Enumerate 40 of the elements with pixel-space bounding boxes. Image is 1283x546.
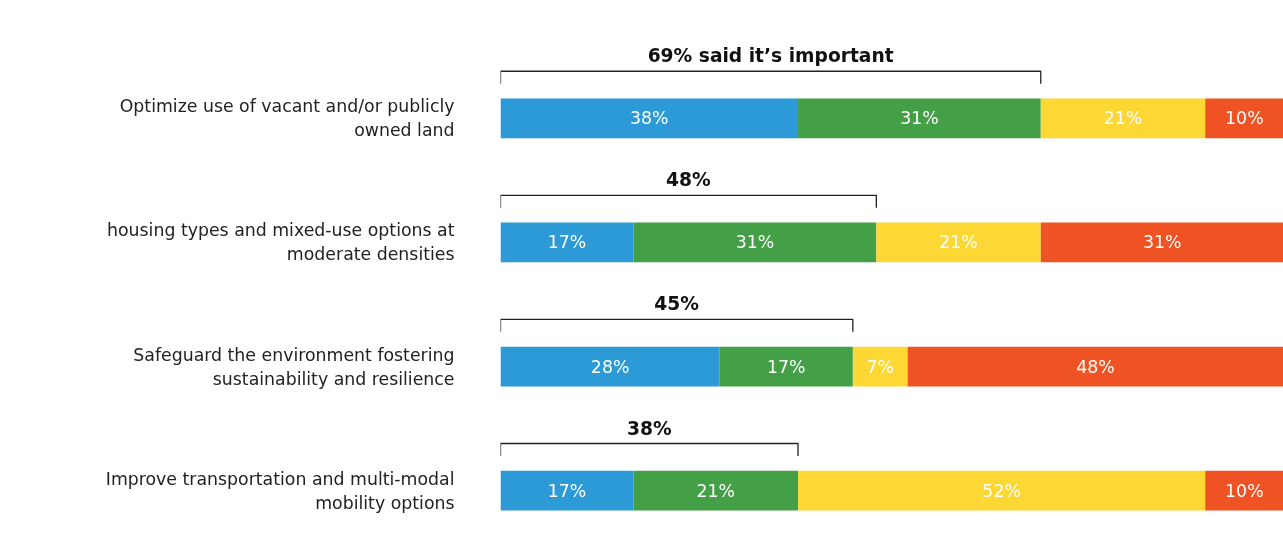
bar	[1205, 470, 1283, 511]
data-label: 48%	[1076, 356, 1115, 377]
bar	[907, 346, 1283, 387]
data-label: 31%	[735, 232, 775, 253]
y-tick-label: housing types and mixed-use options at moderate densities	[107, 220, 455, 265]
data-label: 7%	[866, 356, 895, 377]
y-tick-label: Optimize use of vacant and/or publicly owned land	[119, 96, 455, 141]
data-label: 17%	[547, 480, 587, 501]
bar	[633, 222, 877, 263]
data-label: 17%	[547, 232, 587, 253]
bar	[876, 222, 1041, 263]
bar	[719, 346, 853, 387]
annotation: 45%	[654, 293, 700, 315]
bar	[500, 222, 634, 263]
data-label: 21%	[939, 232, 978, 253]
data-label: 10%	[1225, 480, 1264, 501]
bar	[633, 470, 799, 511]
annotation: 38%	[626, 417, 672, 439]
annotation: 48%	[666, 169, 712, 191]
data-label: 52%	[982, 480, 1021, 501]
data-label: 38%	[630, 108, 669, 129]
y-tick-label: Improve transportation and multi-modal mobility options	[105, 468, 455, 513]
bar	[500, 346, 720, 387]
bar	[1040, 98, 1206, 139]
y-tick-label: Safeguard the environment fostering sustainability and resilience	[133, 344, 455, 389]
data-label: 21%	[1103, 108, 1143, 129]
bar	[1205, 98, 1283, 139]
data-label: 28%	[590, 356, 630, 377]
data-label: 17%	[767, 356, 806, 377]
data-label: 10%	[1225, 108, 1264, 129]
annotation: 69% said it’s important	[647, 45, 894, 67]
bar	[500, 470, 634, 511]
bar	[1040, 222, 1283, 263]
bar	[500, 98, 799, 139]
data-label: 31%	[900, 108, 939, 129]
bar	[852, 346, 908, 387]
data-label: 21%	[696, 480, 736, 501]
bar	[798, 98, 1041, 139]
data-label: 31%	[1142, 232, 1182, 253]
bar	[798, 470, 1206, 511]
